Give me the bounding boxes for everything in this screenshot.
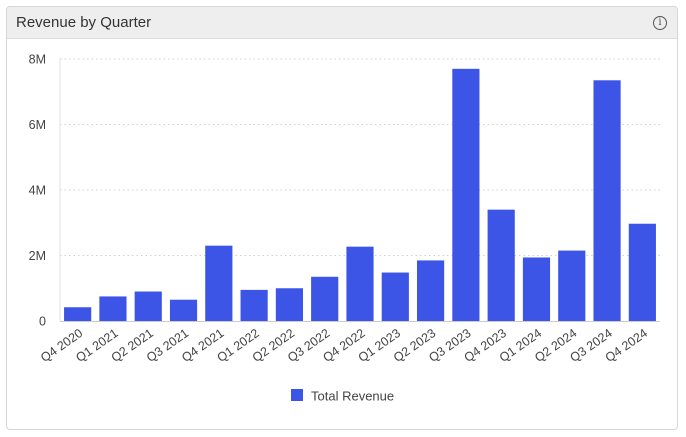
bar[interactable]	[381, 272, 409, 321]
y-tick-label: 0	[39, 315, 46, 329]
y-axis: 0 2M 4M 6M 8M	[29, 53, 61, 329]
bars	[64, 68, 656, 321]
chart-panel: Revenue by Quarter i	[6, 6, 678, 430]
chart-title: Revenue by Quarter	[16, 14, 152, 31]
bar[interactable]	[311, 276, 339, 321]
y-tick-label: 2M	[29, 249, 46, 263]
legend[interactable]: Total Revenue	[291, 389, 394, 404]
bar[interactable]	[522, 257, 551, 321]
bar[interactable]	[346, 246, 374, 321]
info-icon[interactable]: i	[653, 15, 667, 30]
y-tick-label: 6M	[29, 118, 46, 132]
bar[interactable]	[417, 260, 445, 321]
bar[interactable]	[275, 288, 303, 321]
bar[interactable]	[64, 307, 92, 321]
bar[interactable]	[487, 209, 515, 321]
y-tick-label: 8M	[29, 53, 46, 67]
gridlines	[60, 58, 660, 256]
y-tick-label: 4M	[29, 184, 46, 198]
bar[interactable]	[628, 223, 656, 321]
legend-label[interactable]: Total Revenue	[311, 389, 394, 404]
bar[interactable]	[558, 250, 586, 321]
bar[interactable]	[452, 68, 480, 321]
bar[interactable]	[593, 80, 621, 321]
legend-swatch[interactable]	[291, 389, 303, 401]
bar[interactable]	[240, 289, 268, 321]
bar[interactable]	[134, 291, 162, 321]
bar[interactable]	[205, 245, 233, 321]
bar[interactable]	[99, 296, 127, 321]
panel-header: Revenue by Quarter i	[7, 7, 677, 39]
bar[interactable]	[169, 299, 198, 321]
